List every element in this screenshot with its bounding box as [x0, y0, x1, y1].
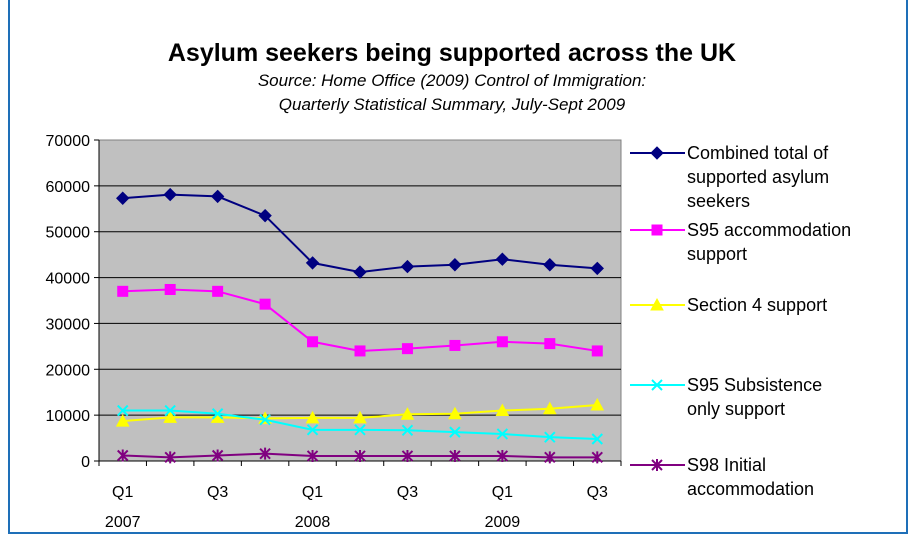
data-point-series-4 — [401, 449, 414, 462]
data-point-series-4 — [259, 447, 271, 460]
x-tick-label: Q3 — [397, 484, 418, 501]
legend-label-0: supported asylum — [687, 167, 829, 187]
y-tick-label: 10000 — [46, 408, 91, 425]
data-point-series-3 — [354, 424, 366, 436]
legend-label-3: S95 Subsistence — [687, 375, 822, 395]
data-point-series-3 — [401, 424, 414, 436]
data-point-series-1 — [449, 339, 461, 351]
data-point-series-0 — [163, 187, 177, 202]
data-point-series-0 — [400, 259, 415, 274]
data-point-series-4 — [164, 451, 176, 464]
x-tick-label: Q3 — [207, 484, 228, 501]
data-point-series-0 — [116, 191, 130, 205]
chart-svg: Asylum seekers being supported across th… — [46, 39, 852, 531]
data-point-series-1 — [591, 345, 603, 357]
x-tick-label: Q3 — [587, 484, 608, 501]
legend-marker-1 — [651, 224, 663, 236]
data-point-series-4 — [544, 451, 556, 464]
data-point-series-0 — [210, 189, 225, 204]
data-point-series-3 — [211, 408, 224, 420]
legend-marker-2 — [650, 297, 664, 311]
chart-subtitle-line: Quarterly Statistical Summary, July-Sept… — [279, 95, 626, 114]
x-tick-label: Q1 — [112, 484, 133, 501]
data-point-series-4 — [591, 451, 603, 464]
data-point-series-2 — [590, 398, 605, 411]
legend-label-4: accommodation — [687, 479, 814, 499]
y-tick-label: 50000 — [46, 225, 91, 242]
data-point-series-1 — [259, 298, 271, 310]
data-point-series-4 — [117, 449, 129, 462]
data-point-series-4 — [449, 449, 461, 462]
data-point-series-0 — [448, 258, 462, 272]
data-point-series-0 — [495, 252, 510, 266]
data-point-series-1 — [164, 283, 176, 295]
chart-frame: Asylum seekers being supported across th… — [8, 0, 908, 534]
x-year-label: 2009 — [485, 514, 521, 531]
legend-marker-0 — [650, 146, 664, 160]
y-tick-label: 40000 — [46, 271, 91, 288]
legend-label-1: support — [687, 244, 747, 264]
data-point-series-0 — [543, 258, 557, 272]
data-point-series-0 — [353, 265, 367, 279]
data-point-series-3 — [306, 424, 319, 436]
legend-label-1: S95 accommodation — [687, 220, 851, 240]
data-point-series-4 — [306, 449, 319, 462]
data-point-series-1 — [117, 285, 129, 297]
data-point-series-3 — [591, 433, 603, 445]
data-point-series-2 — [495, 403, 510, 417]
data-point-series-4 — [354, 449, 366, 462]
y-tick-label: 60000 — [46, 179, 91, 196]
data-point-series-3 — [449, 426, 461, 438]
data-point-series-1 — [496, 336, 508, 348]
data-point-series-2 — [353, 410, 367, 424]
x-year-label: 2008 — [295, 514, 331, 531]
data-point-series-4 — [211, 449, 224, 462]
data-point-series-1 — [401, 343, 413, 355]
data-point-series-2 — [448, 406, 462, 420]
data-point-series-3 — [117, 404, 129, 417]
data-point-series-3 — [544, 431, 556, 443]
legend-marker-3 — [651, 379, 663, 391]
data-point-series-3 — [164, 404, 176, 417]
legend-label-4: S98 Initial — [687, 455, 766, 475]
data-point-series-2 — [163, 410, 178, 423]
legend-marker-4 — [651, 459, 663, 471]
data-point-series-0 — [590, 261, 604, 276]
plot-area — [98, 139, 622, 462]
x-tick-label: Q1 — [492, 484, 513, 501]
data-point-series-4 — [496, 449, 509, 462]
data-point-series-0 — [305, 256, 320, 270]
data-point-series-2 — [400, 407, 415, 420]
y-tick-label: 30000 — [46, 316, 91, 333]
data-point-series-1 — [544, 338, 556, 350]
data-point-series-3 — [496, 428, 509, 440]
chart-title: Asylum seekers being supported across th… — [168, 39, 736, 67]
y-tick-label: 0 — [81, 454, 90, 471]
data-point-series-1 — [212, 285, 224, 297]
legend-label-0: Combined total of — [687, 143, 829, 163]
data-point-series-1 — [307, 336, 319, 348]
x-year-label: 2007 — [105, 514, 141, 531]
data-point-series-1 — [354, 345, 366, 357]
legend-label-0: seekers — [687, 191, 750, 211]
data-point-series-3 — [259, 414, 271, 426]
data-point-series-2 — [542, 401, 557, 415]
chart-subtitle-line: Source: Home Office (2009) Control of Im… — [258, 71, 647, 90]
data-point-series-2 — [115, 414, 130, 427]
data-point-series-0 — [258, 208, 272, 223]
data-point-series-2 — [305, 410, 320, 424]
y-tick-label: 70000 — [46, 133, 91, 150]
legend-label-2: Section 4 support — [687, 295, 827, 315]
y-tick-label: 20000 — [46, 362, 91, 379]
x-tick-label: Q1 — [302, 484, 323, 501]
legend-label-3: only support — [687, 399, 785, 419]
